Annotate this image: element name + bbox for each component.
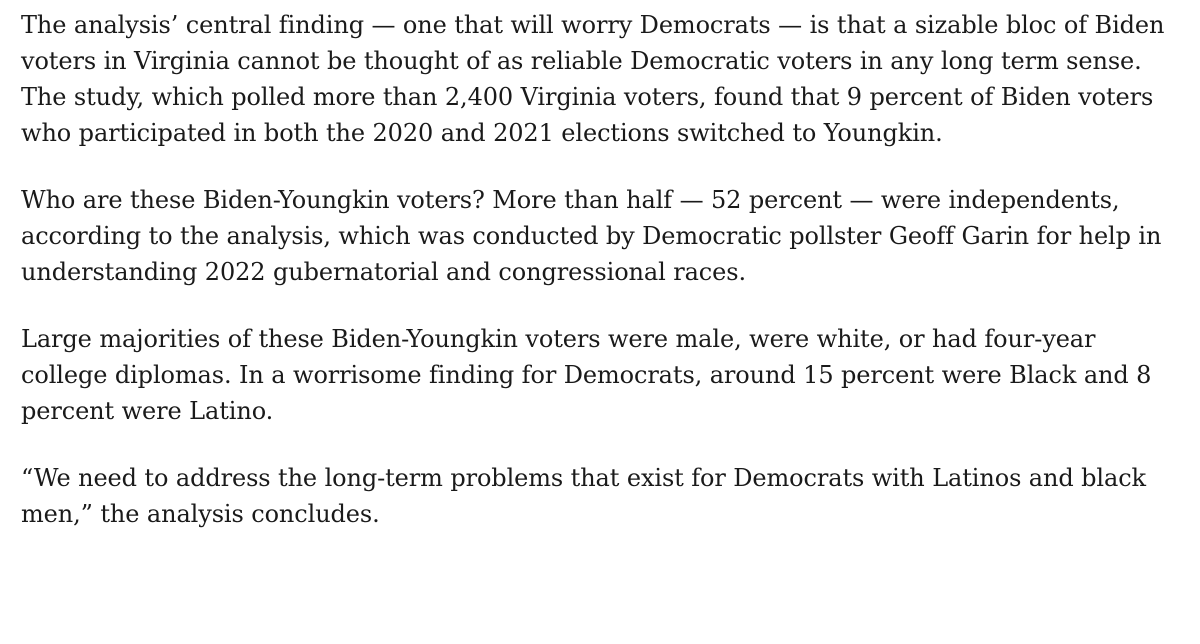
paragraph-quote: “We need to address the long-term proble… — [21, 464, 1147, 528]
article-body: The analysis’ central finding — one that… — [21, 11, 1165, 528]
paragraph-central-finding: The analysis’ central finding — one that… — [21, 11, 1165, 147]
paragraph-who-are-voters: Who are these Biden-Youngkin voters? Mor… — [21, 186, 1162, 286]
paragraph-demographics: Large majorities of these Biden-Youngkin… — [21, 325, 1152, 425]
